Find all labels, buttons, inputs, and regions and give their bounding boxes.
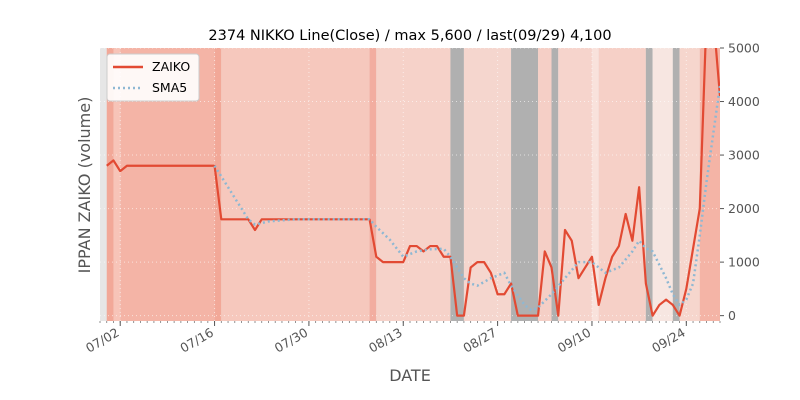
- band-5: [221, 48, 370, 321]
- band-0: [100, 48, 107, 321]
- band-12: [551, 48, 559, 321]
- band-9: [463, 48, 512, 321]
- band-14: [591, 48, 599, 321]
- y-tick-label-2000: 2000: [728, 201, 760, 216]
- series-line-zaiko: [106, 48, 720, 317]
- band-1: [106, 48, 114, 321]
- band-6: [369, 48, 377, 321]
- band-10: [511, 48, 539, 321]
- band-7: [376, 48, 451, 321]
- band-13: [558, 48, 592, 321]
- legend-sma5-label: SMA5: [152, 80, 187, 95]
- x-axis-label: DATE: [389, 366, 431, 385]
- y-tick-label-0: 0: [728, 308, 736, 323]
- band-11: [538, 48, 552, 321]
- plot-area: [100, 47, 720, 321]
- band-18: [672, 48, 680, 321]
- y-tick-label-4000: 4000: [728, 94, 760, 109]
- band-19: [679, 48, 700, 321]
- y-tick-label-3000: 3000: [728, 148, 760, 163]
- band-17: [652, 48, 673, 321]
- band-2: [113, 48, 121, 321]
- y-tick-label-5000: 5000: [728, 41, 760, 56]
- series-line-sma5: [213, 85, 720, 312]
- legend: ZAIKO SMA5: [106, 53, 200, 102]
- grid-lines: [100, 47, 720, 321]
- band-16: [645, 48, 653, 321]
- legend-zaiko-label: ZAIKO: [152, 59, 190, 74]
- chart-title: 2374 NIKKO Line(Close) / max 5,600 / las…: [208, 28, 611, 44]
- y-tick-label-1000: 1000: [728, 255, 760, 270]
- band-20: [699, 48, 720, 321]
- series-lines: [106, 48, 720, 317]
- y-axis: 0 1000 2000 3000 4000 5000: [720, 41, 760, 323]
- band-8: [450, 48, 464, 321]
- y-axis-label: IPPAN ZAIKO (volume): [75, 97, 94, 274]
